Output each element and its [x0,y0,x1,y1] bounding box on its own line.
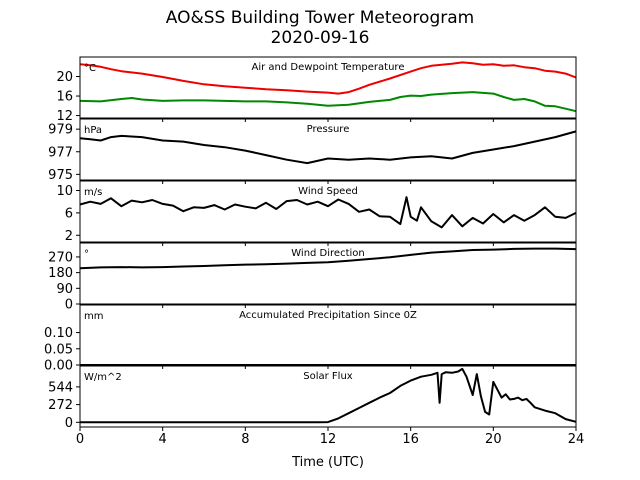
panel-6-ytick-label: 0 [65,416,73,431]
panel-4-ytick-label: 0 [65,298,73,313]
panel-5-unit-label: mm [84,311,103,322]
panel-6-unit-label: W/m^2 [84,372,122,383]
panel-2-series-1-line [79,130,577,165]
x-tick-label: 8 [241,432,249,447]
panel-3-title: Wind Speed [298,186,358,197]
panel-6-ytick-label: 272 [48,398,73,413]
panel-4-ytick-label: 90 [56,282,73,297]
panel-5-title: Accumulated Precipitation Since 0Z [239,310,417,321]
panel-3-ytick-label: 6 [65,206,73,221]
panel-2-ytick-label: 975 [48,168,73,183]
panel-2-unit-label: hPa [84,125,102,136]
x-tick-label: 12 [320,432,337,447]
panel-2-ytick-label: 979 [48,123,73,138]
x-tick-label: 4 [159,432,167,447]
panel-3-unit-label: m/s [84,187,102,198]
panel-1-ytick-label: 12 [56,109,73,124]
panel-4-ytick-label: 180 [48,266,73,281]
x-tick-label: 24 [568,432,585,447]
panel-5-ytick-label: 0.05 [44,342,73,357]
figure-subtitle: 2020-09-16 [270,28,370,48]
x-tick-label: 16 [402,432,419,447]
panel-4-series-1-line [79,247,577,270]
panel-1-series-2-line [79,91,577,113]
panel-1-title: Air and Dewpoint Temperature [252,62,405,73]
panel-3-series-1-line [79,196,577,229]
panel-4-unit-label: ° [84,249,89,260]
panel-3-ytick-label: 2 [65,229,73,244]
x-tick-label: 0 [76,432,84,447]
panel-5-ytick-label: 0.10 [44,326,73,341]
panel-6-series-1-line [80,367,577,424]
panel-5-ytick-label: 0.00 [44,359,73,374]
panel-6-ytick-label: 544 [48,380,73,395]
panel-1-ytick-label: 16 [56,90,73,105]
panel-4-ytick-label: 270 [48,250,73,265]
panel-6-title: Solar Flux [303,371,353,382]
panel-1-unit-label: °C [84,63,96,74]
panel-1-ytick-label: 20 [56,70,73,85]
panel-2-title: Pressure [307,124,350,135]
x-tick-label: 20 [485,432,502,447]
panel-3-ytick-label: 10 [56,184,73,199]
panel-4-title: Wind Direction [291,248,365,259]
figure-title: AO&SS Building Tower Meteorogram [165,8,475,28]
panel-2-ytick-label: 977 [48,145,73,160]
panel-1-series-1-line [79,61,577,95]
x-axis-label: Time (UTC) [291,455,364,470]
